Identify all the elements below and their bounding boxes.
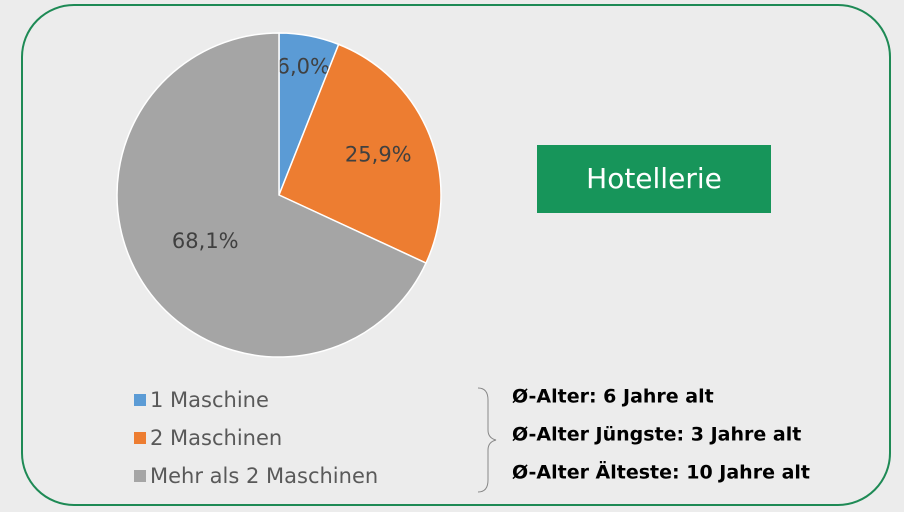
data-label: 68,1%: [172, 229, 239, 253]
legend-label: 1 Maschine: [150, 388, 269, 412]
brace: [477, 387, 497, 493]
annotation: Ø-Alter: 6 Jahre alt: [512, 386, 714, 408]
legend-swatch: [134, 470, 146, 482]
legend-swatch: [134, 394, 146, 406]
pie-slice: [278, 43, 442, 265]
annotation: Ø-Alter Älteste: 10 Jahre alt: [512, 460, 810, 484]
annotation: Ø-Alter Jüngste: 3 Jahre alt: [512, 424, 801, 446]
legend-label: 2 Maschinen: [150, 426, 282, 450]
pie-slice: [116, 32, 428, 358]
badge-title: Hotellerie: [586, 162, 722, 195]
legend-label: Mehr als 2 Maschinen: [150, 464, 378, 488]
data-label: 25,9%: [345, 142, 412, 166]
legend-swatch: [134, 432, 146, 444]
data-label: 6,0%: [277, 55, 330, 79]
badge: [537, 145, 771, 213]
